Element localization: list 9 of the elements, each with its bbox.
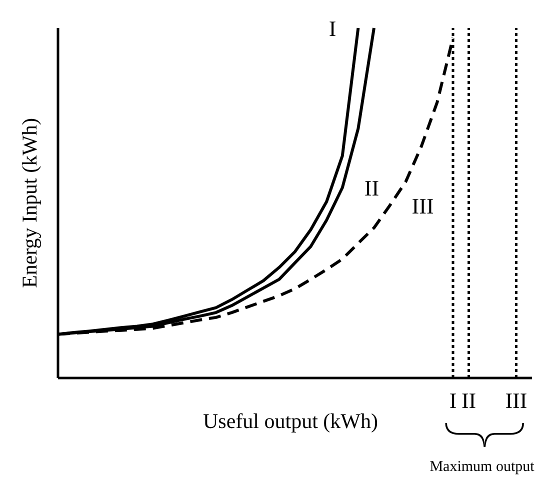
- x-tick-label: I: [449, 388, 457, 413]
- y-axis-title: Energy Input (kWh): [17, 118, 42, 288]
- series-label: III: [412, 193, 434, 218]
- x-tick-label: III: [505, 388, 528, 413]
- x-axis-title: Useful output (kWh): [203, 408, 378, 433]
- series-label: II: [364, 176, 380, 201]
- series-label: I: [328, 16, 336, 41]
- text: Maximum output: [430, 459, 536, 475]
- x-tick-label: II: [461, 388, 476, 413]
